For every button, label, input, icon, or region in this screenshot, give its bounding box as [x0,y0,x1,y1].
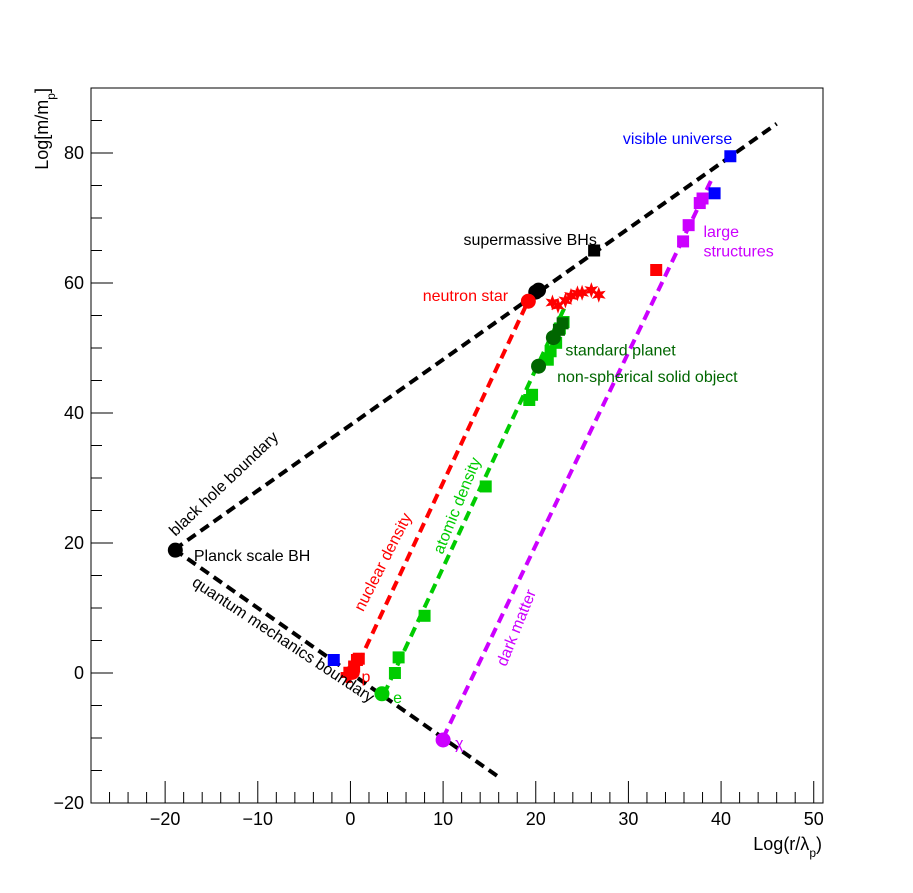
data-point-circle [374,686,390,702]
data-point-circle [531,282,547,298]
annotations: visible universe supermassive BHs neutron … [166,131,773,753]
data-point-square [708,187,721,200]
data-point-cross [343,661,360,678]
annotation-visible-universe: visible universe [623,131,732,148]
data-point-square [724,150,737,163]
y-tick-label: 20 [64,533,84,553]
data-point-square [650,264,663,276]
data-point-square [677,235,690,248]
x-tick-label: 40 [711,809,731,829]
y-tick-label: 0 [74,663,84,683]
x-tick-label: 30 [618,809,638,829]
data-point-star [584,282,599,299]
y-axis-label: Log[m/mp] [32,88,58,170]
y-tick-label: 60 [64,273,84,293]
data-point-circle [167,542,183,558]
y-tick-label: −20 [53,793,84,813]
annotation-atomic-density: atomic density [431,455,485,556]
data-point-square [479,480,492,493]
x-tick-label: 0 [345,809,355,829]
data-point-square [327,654,340,666]
data-point-square [526,388,539,401]
data-point-star [591,286,606,303]
annotation-p: p [362,669,371,686]
nuclear-density-line [356,299,531,664]
data-point-square [418,609,431,622]
data-point-star [575,284,590,301]
annotation-black-hole-boundary: black hole boundary [166,429,282,540]
x-axis-label: Log(r/λp) [753,834,822,860]
black-hole-boundary-line [173,122,778,552]
data-point-star [551,297,565,314]
annotation-structures: structures [703,244,773,261]
y-tick-label: 80 [64,143,84,163]
x-tick-label: −20 [150,809,181,829]
data-point-square [392,651,405,664]
data-point-circle [520,293,536,309]
dark-matter-line [441,178,714,739]
annotation-standard-planet: standard planet [565,342,676,359]
y-tick-label: 40 [64,403,84,423]
x-tick-label: 50 [804,809,824,829]
data-point-star [570,285,585,302]
data-point-square [588,244,601,257]
annotation-large: large [703,224,739,241]
x-tick-label: 20 [526,809,546,829]
annotation-supermassive-bhs: supermassive BHs [463,232,596,249]
data-point-star [558,292,573,309]
annotation-neutron-star: neutron star [423,288,509,305]
x-tick-label: −10 [243,809,274,829]
annotation-nuclear-density: nuclear density [352,511,416,615]
data-point-square [696,192,709,205]
data-point-square [352,652,365,665]
axes: −20 −10 0 10 20 30 40 50 −20 0 20 40 60 80 [53,87,824,829]
data-point-square [682,219,695,232]
data-point-circle [531,358,547,374]
data-point-square [556,317,569,330]
annotation-dark-matter: dark matter [494,587,540,669]
data-point-circle [435,732,451,748]
annotation-quantum-mechanics-boundary: quantum mechanics boundary [189,574,377,707]
annotation-non-spherical-solid-object: non-spherical solid object [557,369,738,386]
annotation-e: e [393,690,402,707]
annotation-symbol: χ [455,736,464,753]
data-point-square [388,667,401,679]
annotation-planck-scale-bh: Planck scale BH [194,548,311,565]
x-tick-label: 10 [433,809,453,829]
data-point-star [564,288,578,304]
data-markers [167,150,737,748]
